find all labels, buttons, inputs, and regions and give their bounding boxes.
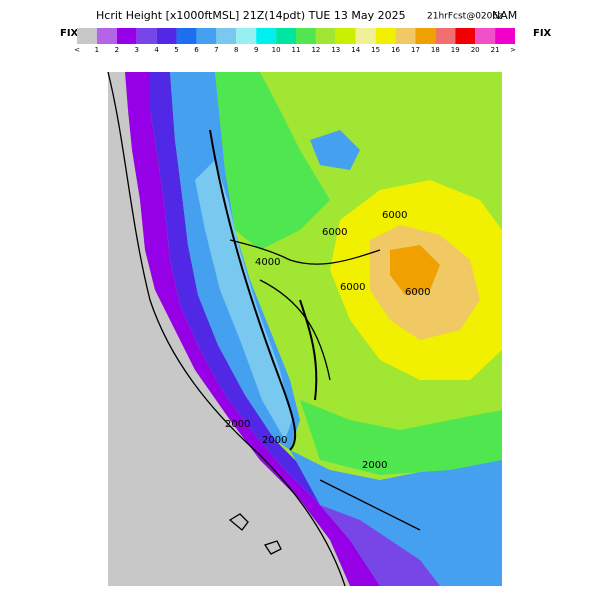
colorbar-label: 18	[431, 46, 440, 54]
south-cal	[290, 440, 502, 586]
colorbar-label: 6	[194, 46, 199, 54]
contour	[229, 239, 381, 265]
contour-label: 6000	[322, 227, 347, 238]
colorbar-label: 4	[154, 46, 159, 54]
colorbar-swatch	[435, 28, 456, 44]
valley-low	[195, 160, 292, 440]
contour-label: 4000	[255, 257, 280, 268]
contours	[107, 71, 421, 587]
colorbar-label: 9	[254, 46, 258, 54]
model: NAM	[492, 9, 517, 22]
colorbar-label: 21	[491, 46, 500, 54]
oregon-blue	[310, 130, 360, 170]
colorbar-label: 20	[471, 46, 480, 54]
colorbar-swatch	[216, 28, 237, 44]
contour-label: 2000	[225, 419, 250, 430]
colorbar-swatch	[116, 28, 137, 44]
colorbar-swatch	[156, 28, 177, 44]
contour-label: 6000	[382, 210, 407, 221]
colorbar-label: 11	[292, 46, 301, 54]
island	[263, 540, 282, 555]
colorbar-label: 16	[391, 46, 400, 54]
colorbar-swatch	[256, 28, 277, 44]
contour-label: 2000	[262, 435, 287, 446]
colorbar-label: 15	[371, 46, 380, 54]
contour-label: 2000	[362, 460, 387, 471]
colorbar-swatch	[96, 28, 117, 44]
contour	[299, 299, 318, 401]
colorbar-swatch	[395, 28, 416, 44]
colorbar-swatch	[415, 28, 436, 44]
map: 6000 6000 6000 6000 4000 2000 2000 2000	[107, 71, 502, 587]
run-info: 21hrFcst@0206z	[427, 12, 503, 22]
colorbar-swatch	[455, 28, 476, 44]
colorbar-label: 8	[234, 46, 238, 54]
colorbar-swatch	[495, 28, 515, 44]
colorbar-label: 5	[174, 46, 178, 54]
nevada-peak	[390, 245, 440, 295]
colorbar-label: 19	[451, 46, 460, 54]
colorbar-swatch	[375, 28, 396, 44]
colorbar-label: 2	[115, 46, 119, 54]
colorbar-label: 17	[411, 46, 420, 54]
island	[228, 513, 249, 531]
title: Hcrit Height [x1000ftMSL] 21Z(14pdt) TUE…	[96, 9, 406, 22]
colorbar-label: 7	[214, 46, 218, 54]
fix-left: FIX	[60, 28, 79, 39]
colorbar: <1 2 3 4 5 6 7 8 9 10 11 12 13 14 15 16 17 18 19 20 21 >	[74, 28, 516, 54]
coast-line	[107, 71, 346, 587]
colorbar-swatch	[296, 28, 316, 44]
colorbar-label: 14	[351, 46, 360, 54]
contour-label: 6000	[405, 287, 430, 298]
colorbar-swatch	[77, 28, 97, 44]
colorbar-label: >	[510, 46, 516, 54]
colorbar-swatch	[315, 28, 336, 44]
sierra-contour	[209, 129, 297, 451]
coast-band-dark	[125, 72, 380, 586]
colorbar-label: 13	[331, 46, 340, 54]
colorbar-swatch	[475, 28, 496, 44]
colorbar-swatch	[276, 28, 296, 44]
north-green	[215, 72, 330, 250]
colorbar-swatch	[136, 28, 157, 44]
colorbar-label: 12	[311, 46, 320, 54]
colorbar-swatch	[335, 28, 356, 44]
contour-label: 6000	[340, 282, 365, 293]
colorbar-swatch	[196, 28, 217, 44]
coast-band	[150, 72, 400, 586]
colorbar-swatch	[176, 28, 197, 44]
fix-right: FIX	[533, 28, 552, 39]
colorbar-label: 10	[272, 46, 281, 54]
desert-green	[300, 400, 502, 475]
south-coast	[320, 505, 440, 586]
colorbar-label: 1	[95, 46, 99, 54]
colorbar-label: <	[74, 46, 80, 54]
colorbar-label: 3	[134, 46, 138, 54]
colorbar-swatch	[355, 28, 376, 44]
contour	[319, 479, 421, 531]
colorbar-swatch	[236, 28, 257, 44]
